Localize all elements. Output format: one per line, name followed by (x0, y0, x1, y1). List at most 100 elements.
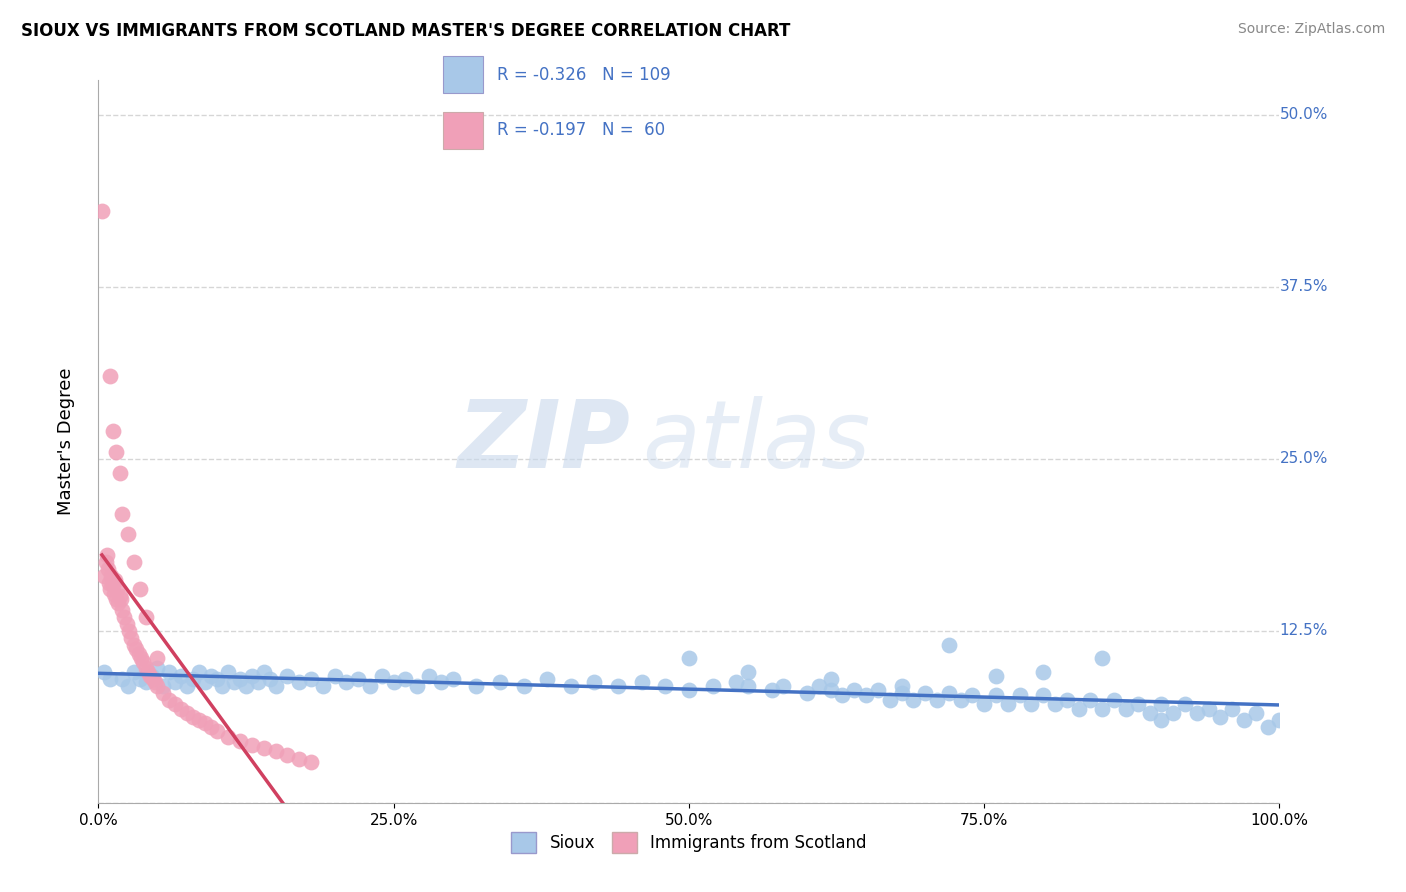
Point (229, 734, 252, 748)
Point (1139, 706, 1161, 721)
Point (973, 697, 995, 711)
Point (187, 713, 209, 727)
Point (1257, 720, 1279, 734)
Point (465, 679, 488, 693)
Point (938, 686, 960, 700)
Point (737, 665, 759, 679)
Point (489, 674, 512, 689)
Point (984, 689, 1007, 703)
Point (1198, 702, 1220, 716)
Point (217, 730, 239, 744)
Point (157, 665, 180, 679)
Point (136, 665, 159, 679)
Point (128, 647, 150, 661)
Point (264, 679, 287, 693)
Point (1268, 713, 1291, 727)
Point (117, 679, 139, 693)
Point (654, 679, 676, 693)
Point (105, 582, 128, 597)
Point (98, 575, 121, 590)
Point (844, 682, 866, 697)
Point (105, 592, 128, 607)
Point (288, 752, 311, 766)
Text: R = -0.326   N = 109: R = -0.326 N = 109 (496, 66, 671, 84)
Point (1008, 689, 1031, 703)
Point (205, 672, 228, 686)
Text: 37.5%: 37.5% (1279, 279, 1327, 294)
Point (962, 689, 984, 703)
FancyBboxPatch shape (443, 112, 484, 149)
Point (1174, 697, 1197, 711)
Point (702, 679, 724, 693)
Text: 25.0%: 25.0% (1279, 451, 1327, 467)
Point (1150, 713, 1173, 727)
Point (146, 679, 169, 693)
Point (323, 669, 346, 683)
Point (128, 672, 150, 686)
Point (259, 672, 281, 686)
Point (96, 548, 118, 562)
Point (143, 674, 166, 689)
Point (104, 573, 127, 587)
Point (299, 755, 322, 769)
Point (418, 669, 440, 683)
Point (347, 672, 370, 686)
Point (108, 590, 131, 604)
Point (115, 616, 138, 631)
Point (536, 672, 558, 686)
Point (211, 679, 233, 693)
Point (118, 624, 141, 638)
Point (246, 674, 269, 689)
Point (796, 686, 818, 700)
Point (142, 672, 165, 686)
Point (135, 674, 157, 689)
Text: atlas: atlas (641, 396, 870, 487)
Text: ZIP: ZIP (457, 395, 630, 488)
Point (122, 665, 145, 679)
Point (1032, 689, 1054, 703)
Point (903, 692, 925, 706)
Point (146, 661, 169, 675)
Point (112, 610, 135, 624)
Point (725, 674, 748, 689)
Point (200, 720, 222, 734)
Point (152, 686, 174, 700)
Point (737, 679, 759, 693)
Point (117, 527, 139, 541)
FancyBboxPatch shape (443, 56, 484, 94)
Point (108, 466, 131, 480)
Point (406, 679, 429, 693)
Point (394, 672, 416, 686)
Point (1102, 692, 1125, 706)
Point (1080, 692, 1102, 706)
Point (111, 672, 134, 686)
Point (312, 679, 335, 693)
Point (678, 651, 700, 665)
Legend: Sioux, Immigrants from Scotland: Sioux, Immigrants from Scotland (505, 826, 873, 860)
Point (1021, 697, 1043, 711)
Point (165, 674, 187, 689)
Point (165, 697, 187, 711)
Point (97, 562, 120, 576)
Point (176, 679, 198, 693)
Point (997, 697, 1019, 711)
Point (194, 674, 217, 689)
Point (170, 702, 193, 716)
Point (607, 679, 630, 693)
Point (139, 669, 162, 683)
Point (761, 682, 783, 697)
Point (132, 656, 155, 670)
Point (1244, 706, 1267, 721)
Point (105, 445, 128, 459)
Point (1056, 692, 1078, 706)
Text: 12.5%: 12.5% (1279, 624, 1327, 639)
Point (194, 716, 217, 731)
Point (91, 204, 114, 219)
Point (807, 679, 830, 693)
Point (371, 669, 394, 683)
Point (98, 672, 121, 686)
Point (100, 568, 122, 582)
Point (157, 692, 180, 706)
Point (914, 686, 936, 700)
Point (890, 679, 912, 693)
